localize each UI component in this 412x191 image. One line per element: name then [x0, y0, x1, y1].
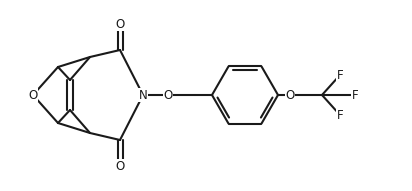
Text: O: O — [286, 88, 295, 101]
Text: O: O — [115, 18, 124, 31]
Text: O: O — [115, 159, 124, 172]
Text: N: N — [138, 88, 147, 101]
Text: F: F — [337, 108, 343, 121]
Text: F: F — [337, 69, 343, 82]
Text: O: O — [164, 88, 173, 101]
Text: O: O — [28, 88, 37, 101]
Text: F: F — [352, 88, 358, 101]
